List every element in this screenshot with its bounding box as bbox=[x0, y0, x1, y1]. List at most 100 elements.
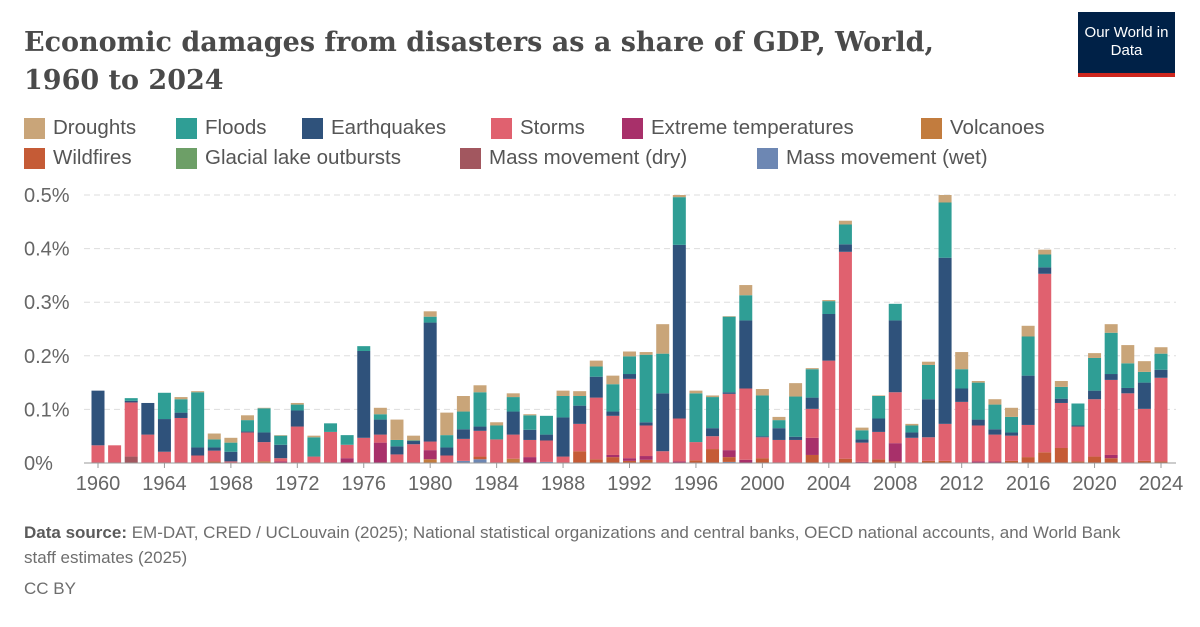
legend-item-wildfires[interactable]: Wildfires bbox=[24, 146, 132, 170]
legend-swatch bbox=[302, 117, 323, 139]
bar-floods-1967 bbox=[207, 439, 221, 448]
bar-droughts-1988 bbox=[556, 390, 570, 396]
bar-storms-1995 bbox=[672, 418, 686, 462]
bar-earthquakes-1980 bbox=[423, 322, 437, 442]
bar-droughts-2012 bbox=[955, 352, 969, 370]
bar-mass-movement-wet-1983 bbox=[473, 459, 487, 463]
bar-droughts-2011 bbox=[938, 195, 952, 203]
bar-earthquakes-2019 bbox=[1071, 425, 1085, 427]
bar-storms-1988 bbox=[556, 456, 570, 463]
bar-wildfires-2020 bbox=[1088, 456, 1102, 463]
bar-earthquakes-1998 bbox=[722, 392, 736, 394]
bar-floods-1994 bbox=[656, 353, 670, 394]
bar-droughts-1982 bbox=[456, 396, 470, 412]
legend-item-storms[interactable]: Storms bbox=[491, 116, 585, 140]
bar-earthquakes-2004 bbox=[822, 313, 836, 361]
bar-storms-1989 bbox=[573, 423, 587, 452]
bar-floods-2017 bbox=[1038, 254, 1052, 268]
bar-floods-1974 bbox=[324, 423, 338, 432]
bar-wildfires-2007 bbox=[872, 459, 886, 463]
bar-extreme-temperatures-2021 bbox=[1104, 454, 1118, 459]
legend-item-mass-movement-wet[interactable]: Mass movement (wet) bbox=[757, 146, 988, 170]
legend-label: Glacial lake outbursts bbox=[205, 146, 401, 169]
legend-item-floods[interactable]: Floods bbox=[176, 116, 267, 140]
bar-earthquakes-1967 bbox=[207, 447, 221, 451]
bar-storms-1982 bbox=[456, 438, 470, 461]
bar-storms-2012 bbox=[955, 401, 969, 463]
bar-floods-2023 bbox=[1137, 371, 1151, 383]
bar-earthquakes-2021 bbox=[1104, 374, 1118, 380]
bar-earthquakes-1982 bbox=[456, 429, 470, 439]
bar-earthquakes-2009 bbox=[905, 432, 919, 438]
bar-droughts-1998 bbox=[722, 316, 736, 317]
bar-earthquakes-2020 bbox=[1088, 390, 1102, 400]
legend-swatch bbox=[24, 117, 45, 139]
bar-droughts-1966 bbox=[191, 391, 205, 393]
bar-storms-2019 bbox=[1071, 426, 1085, 462]
bar-mass-movement-wet-1987 bbox=[539, 461, 553, 463]
bar-droughts-2013 bbox=[971, 380, 985, 383]
bar-earthquakes-1993 bbox=[639, 422, 653, 426]
legend-item-extreme-temperatures[interactable]: Extreme temperatures bbox=[622, 116, 854, 140]
bar-earthquakes-1989 bbox=[573, 405, 587, 424]
bar-floods-2022 bbox=[1121, 363, 1135, 388]
bar-droughts-2020 bbox=[1088, 353, 1102, 358]
bar-earthquakes-1992 bbox=[623, 374, 636, 379]
bar-storms-1973 bbox=[307, 456, 321, 463]
legend-label: Extreme temperatures bbox=[651, 116, 854, 139]
bar-droughts-1969 bbox=[240, 415, 254, 421]
bar-wildfires-2024 bbox=[1154, 461, 1168, 463]
legend-item-glacial-lake-outbursts[interactable]: Glacial lake outbursts bbox=[176, 146, 401, 170]
bar-floods-1977 bbox=[373, 414, 387, 420]
bar-floods-1976 bbox=[357, 346, 371, 351]
bar-droughts-1977 bbox=[373, 407, 387, 415]
bar-earthquakes-2013 bbox=[971, 419, 985, 426]
bar-extreme-temperatures-1998 bbox=[722, 450, 736, 458]
owid-logo[interactable]: Our World in Data bbox=[1078, 12, 1175, 77]
legend-item-earthquakes[interactable]: Earthquakes bbox=[302, 116, 446, 140]
logo-text: Our World in Data bbox=[1084, 24, 1169, 59]
bar-wildfires-2000 bbox=[755, 458, 769, 463]
bar-droughts-2009 bbox=[905, 423, 919, 426]
bar-earthquakes-1960 bbox=[91, 390, 105, 446]
legend-item-volcanoes[interactable]: Volcanoes bbox=[921, 116, 1045, 140]
license[interactable]: CC BY bbox=[24, 579, 76, 598]
bar-storms-2010 bbox=[921, 437, 935, 461]
bar-floods-1995 bbox=[672, 197, 686, 245]
bar-droughts-2004 bbox=[822, 300, 836, 302]
bar-floods-2021 bbox=[1104, 332, 1118, 375]
bar-storms-1983 bbox=[473, 430, 487, 457]
x-tick-label: 1996 bbox=[674, 473, 719, 495]
source-label: Data source: bbox=[24, 523, 127, 542]
bar-extreme-temperatures-1975 bbox=[340, 458, 354, 463]
legend-swatch bbox=[622, 117, 643, 139]
bar-wildfires-2017 bbox=[1038, 452, 1052, 463]
legend-item-mass-movement-dry[interactable]: Mass movement (dry) bbox=[460, 146, 687, 170]
bar-droughts-2017 bbox=[1038, 249, 1052, 255]
bar-floods-1993 bbox=[639, 354, 653, 423]
bar-storms-1970 bbox=[257, 442, 271, 462]
bar-storms-1960 bbox=[91, 445, 105, 463]
bar-extreme-temperatures-2003 bbox=[805, 437, 819, 455]
bar-storms-1994 bbox=[656, 451, 670, 463]
bar-earthquakes-1985 bbox=[506, 411, 520, 435]
bar-storms-1993 bbox=[639, 425, 653, 457]
bar-droughts-1979 bbox=[407, 435, 421, 441]
bar-storms-1991 bbox=[606, 415, 620, 455]
bar-earthquakes-2017 bbox=[1038, 267, 1052, 274]
bar-storms-2024 bbox=[1154, 377, 1168, 462]
bar-extreme-temperatures-2013 bbox=[971, 461, 985, 463]
x-tick-label: 1980 bbox=[408, 473, 453, 495]
legend-item-droughts[interactable]: Droughts bbox=[24, 116, 136, 140]
bar-floods-1969 bbox=[240, 420, 254, 432]
bar-droughts-1994 bbox=[656, 324, 670, 354]
bar-volcanoes-1980 bbox=[423, 459, 437, 463]
bar-earthquakes-1979 bbox=[407, 441, 421, 445]
bar-floods-2008 bbox=[888, 303, 902, 321]
bar-volcanoes-1970 bbox=[257, 461, 271, 463]
x-tick-label: 1960 bbox=[76, 473, 121, 495]
bar-floods-1978 bbox=[390, 439, 404, 447]
bar-storms-2007 bbox=[872, 431, 886, 460]
bar-earthquakes-1972 bbox=[290, 410, 304, 427]
bar-storms-2009 bbox=[905, 437, 919, 463]
